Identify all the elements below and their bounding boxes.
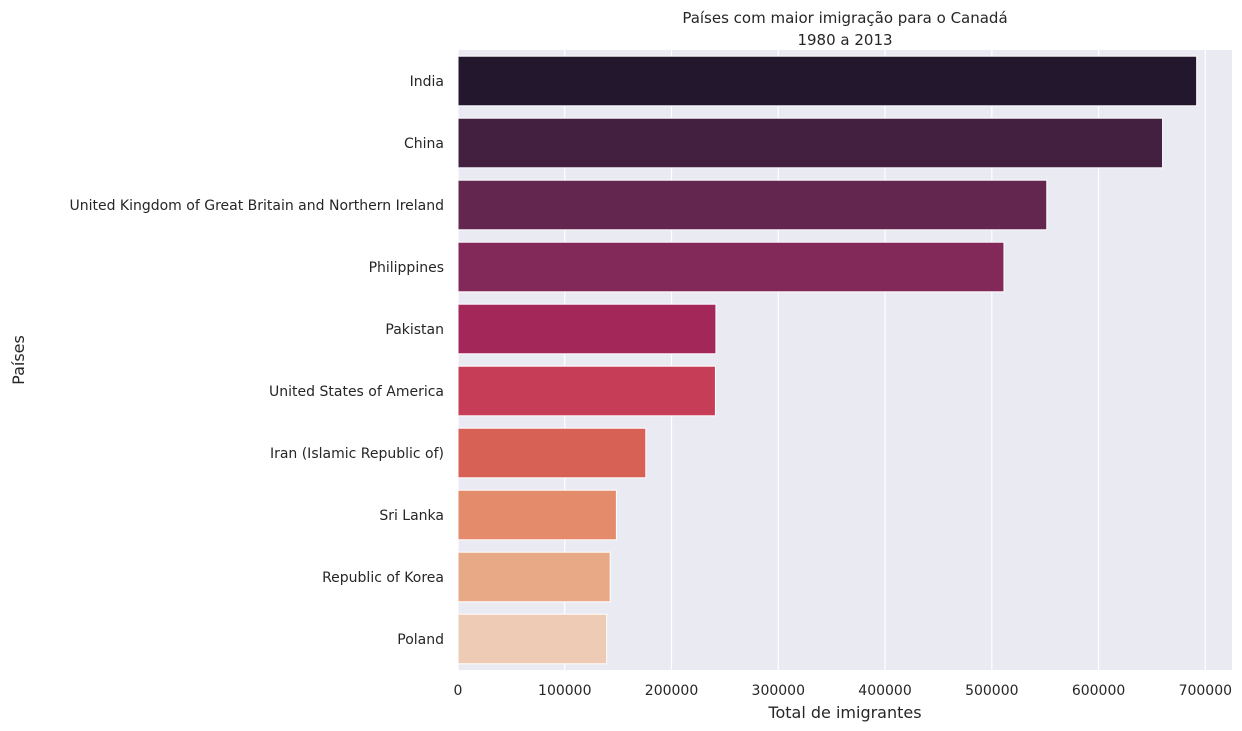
chart-subtitle: 1980 a 2013 <box>797 31 892 49</box>
x-tick-labels: 0 100000 200000 300000 400000 500000 600000 700… <box>454 683 1232 699</box>
y-tick-label: Philippines <box>369 260 444 276</box>
x-tick-label: 200000 <box>645 683 698 699</box>
y-tick-label: Poland <box>397 632 444 648</box>
x-axis-label: Total de imigrantes <box>767 703 921 722</box>
bar <box>457 55 1198 107</box>
y-tick-label: United States of America <box>269 384 444 400</box>
y-tick-label: United Kingdom of Great Britain and Nort… <box>69 198 444 214</box>
x-tick-label: 300000 <box>752 683 805 699</box>
bar <box>457 179 1048 231</box>
bar <box>457 365 716 417</box>
y-tick-label: Republic of Korea <box>322 570 444 586</box>
chart-title: Países com maior imigração para o Canadá <box>682 9 1007 27</box>
x-tick-label: 400000 <box>858 683 911 699</box>
x-tick-label: 500000 <box>965 683 1018 699</box>
y-tick-label: Pakistan <box>385 322 444 338</box>
bar <box>457 489 617 541</box>
bar <box>457 303 717 355</box>
y-tick-label: China <box>404 136 444 152</box>
bars <box>457 55 1198 665</box>
x-tick-label: 700000 <box>1179 683 1232 699</box>
y-tick-labels: India China United Kingdom of Great Britai… <box>69 74 444 648</box>
y-tick-label: Sri Lanka <box>379 508 444 524</box>
x-tick-label: 600000 <box>1072 683 1125 699</box>
bar <box>457 241 1005 293</box>
y-axis-label: Países <box>9 335 28 385</box>
bar <box>457 427 647 479</box>
bar <box>457 551 611 603</box>
x-tick-label: 100000 <box>538 683 591 699</box>
bar <box>457 613 608 665</box>
y-tick-label: India <box>410 74 444 90</box>
x-tick-label: 0 <box>454 683 463 699</box>
y-tick-label: Iran (Islamic Republic of) <box>270 446 444 462</box>
bar <box>457 117 1164 169</box>
